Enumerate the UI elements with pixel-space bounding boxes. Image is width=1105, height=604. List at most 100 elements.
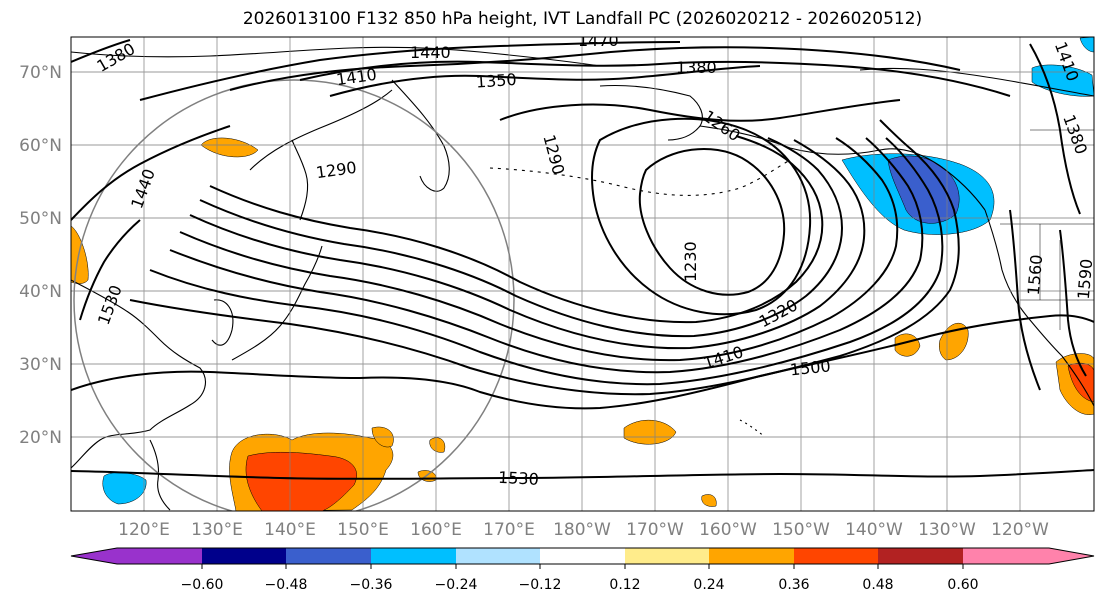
contour-1500 <box>71 314 1094 410</box>
korea <box>211 299 234 346</box>
colorbar-cell <box>286 548 371 564</box>
colorbar-outline <box>70 547 1095 565</box>
contour-1320 <box>199 137 844 338</box>
small-anomaly-1 <box>429 437 446 453</box>
colorbar-cell <box>709 548 794 564</box>
contour-label: 1530 <box>498 468 540 489</box>
sakhalin <box>291 139 309 221</box>
okhotsk-coast <box>249 89 393 171</box>
alaska-west <box>599 84 703 141</box>
lon-label: 180°W <box>553 520 611 540</box>
gridlines <box>71 37 1094 511</box>
contour-label: 1500 <box>789 356 831 379</box>
lon-label: 160°W <box>699 520 757 540</box>
colorbar-cell <box>202 548 286 564</box>
asia-coast <box>71 279 206 469</box>
contour-1530-south <box>71 469 1094 480</box>
alaska-south <box>699 125 986 211</box>
lon-label: 160°E <box>410 520 462 540</box>
contour-label: 1560 <box>1024 254 1046 296</box>
longitude-labels: 120°E 130°E 140°E 150°E 160°E 170°E 180°… <box>118 520 1049 540</box>
borders <box>1000 129 1094 330</box>
anomaly-japan-north <box>200 137 259 158</box>
map-title: 2026013100 F132 850 hPa height, IVT Land… <box>242 9 923 29</box>
contour-1440-north <box>139 41 681 101</box>
lon-label: 150°E <box>337 520 389 540</box>
latitude-labels: 70°N 60°N 50°N 40°N 30°N 20°N <box>19 63 62 448</box>
contour-1350 <box>189 139 866 350</box>
contour-label: 1440 <box>410 43 451 62</box>
contour-label: 1230 <box>681 241 700 282</box>
contour-1290-north <box>499 99 901 122</box>
lon-label: 130°W <box>918 520 976 540</box>
contour-label: 1590 <box>1074 258 1096 300</box>
lon-label: 130°E <box>191 520 243 540</box>
lon-label: 150°W <box>772 520 830 540</box>
colorbar-tick-label: −0.60 <box>181 577 224 593</box>
north-america-west <box>984 209 1094 407</box>
colorbar-tick-label: −0.48 <box>265 577 308 593</box>
contour-1380-north <box>299 60 1011 97</box>
contour-1470 <box>129 119 960 396</box>
contour-1410 <box>169 137 924 374</box>
negative-anomaly-arctic-top <box>1079 37 1094 53</box>
colorbar-tick-label: −0.12 <box>519 577 562 593</box>
colorbar-cell <box>963 548 1094 564</box>
colorbar-tick-labels: −0.60 −0.48 −0.36 −0.24 −0.12 0.12 0.24 … <box>181 577 979 593</box>
contour-label: 1470 <box>578 31 619 50</box>
colorbar: −0.60 −0.48 −0.36 −0.24 −0.12 0.12 0.24 … <box>70 547 1095 593</box>
arctic-coast-na <box>859 67 1094 97</box>
colorbar-cells <box>71 548 1094 564</box>
colorbar-cell <box>794 548 878 564</box>
map-plot: 1380 1440 1470 1410 1350 1380 1290 1260 … <box>71 31 1096 511</box>
colorbar-cell <box>456 548 540 564</box>
anomaly-small-east <box>701 494 717 507</box>
philippines <box>149 439 171 511</box>
lat-label: 60°N <box>19 136 62 156</box>
colorbar-tick-label: 0.24 <box>693 577 724 593</box>
contour-1380-arctic <box>71 39 131 63</box>
kamchatka <box>391 79 450 192</box>
contour-1380-ne <box>1029 43 1081 215</box>
colorbar-cell <box>878 548 963 564</box>
colorbar-tick-label: −0.36 <box>350 577 393 593</box>
colorbar-tick-label: −0.24 <box>435 577 478 593</box>
colorbar-tick-label: 0.60 <box>947 577 978 593</box>
map-frame <box>70 36 1095 512</box>
lon-label: 140°E <box>264 520 316 540</box>
region-circle <box>73 79 515 511</box>
colorbar-tick-label: 0.48 <box>862 577 893 593</box>
contour-1260-low <box>591 117 812 316</box>
lat-label: 20°N <box>19 428 62 448</box>
lat-label: 50°N <box>19 209 62 229</box>
lat-label: 30°N <box>19 355 62 375</box>
contour-1410-north <box>229 46 961 91</box>
contour-1350-north <box>329 65 761 97</box>
aleutians <box>489 159 791 196</box>
colorbar-cell <box>625 548 709 564</box>
lat-label: 70°N <box>19 63 62 83</box>
anomaly-central-pacific <box>623 420 677 445</box>
contour-label: 1350 <box>475 70 517 92</box>
contour-label: 1380 <box>676 58 717 77</box>
contour-1230-low <box>638 147 786 296</box>
colorbar-cell <box>371 548 456 564</box>
contour-1290 <box>209 135 824 324</box>
lon-label: 170°E <box>483 520 535 540</box>
siberia-coast <box>71 46 601 67</box>
lon-label: 170°W <box>626 520 684 540</box>
contour-1560 <box>1009 209 1041 391</box>
strong-anomaly-west-pacific <box>245 452 357 511</box>
negative-anomaly-arctic <box>1031 64 1094 97</box>
strong-negative-anomaly-gulf-of-alaska <box>887 155 960 224</box>
colorbar-tick-label: 0.36 <box>778 577 809 593</box>
contour-1590 <box>1059 229 1087 377</box>
lon-label: 120°W <box>991 520 1049 540</box>
lon-label: 140°W <box>845 520 903 540</box>
contour-1530-west <box>79 219 141 321</box>
contour-1440-west <box>71 125 231 221</box>
colorbar-cell <box>540 548 625 564</box>
colorbar-ticks <box>201 564 964 569</box>
height-contours <box>71 39 1094 480</box>
